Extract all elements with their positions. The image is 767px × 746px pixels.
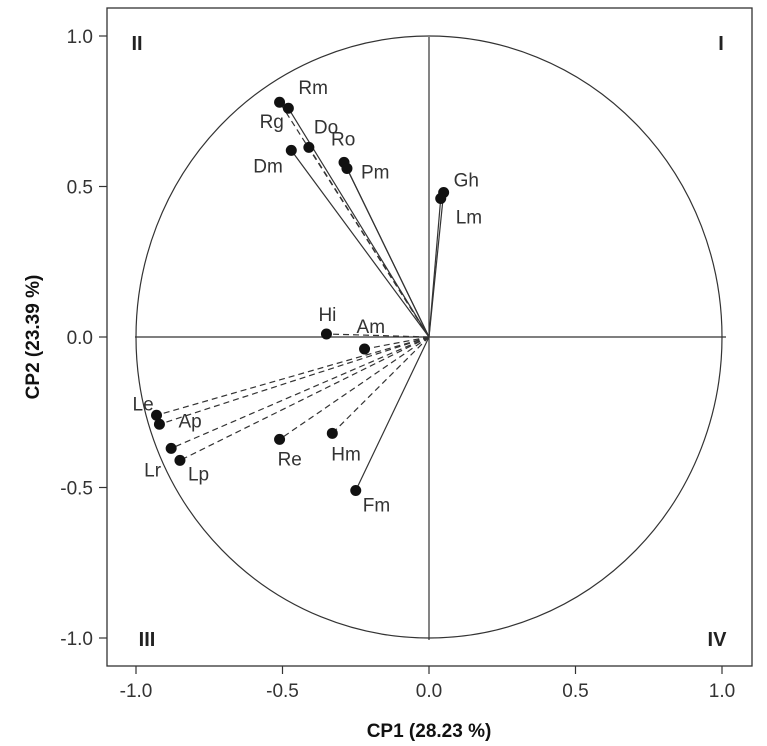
vector-line-pm [346,168,430,338]
point-label-do: Do [314,117,338,138]
point-rm [282,102,294,114]
point-lm [435,193,447,205]
quadrant-label-i: I [718,33,724,55]
point-label-rg: Rg [260,112,284,133]
point-label-pm: Pm [361,162,390,183]
vector-line-lm [428,198,442,338]
x-axis-title: CP1 (28.23 %) [367,721,492,742]
y-tick-label: 1.0 [67,27,93,48]
vector-line-dm [290,150,430,338]
point-label-ap: Ap [178,411,201,432]
point-rg [274,96,286,108]
vector-line-do [308,147,430,338]
x-tick-label: 1.0 [709,681,735,702]
point-label-lm: Lm [456,208,482,229]
point-label-lp: Lp [188,464,209,485]
y-tick-label: 0.5 [67,178,93,199]
point-le [151,409,163,421]
vector-line-re [279,336,430,440]
x-tick-label: -0.5 [266,681,299,702]
point-label-hm: Hm [331,444,361,465]
point-label-le: Le [133,394,154,415]
quadrant-label-ii: II [131,33,142,55]
vector-line-fm [355,336,430,491]
point-label-dm: Dm [253,156,283,177]
vector-line-ap [159,336,430,425]
vector-line-hi [326,333,430,338]
point-do [303,141,315,153]
vector-line-le [156,336,430,416]
vector-line-lp [179,336,430,461]
point-label-gh: Gh [454,171,479,192]
point-label-am: Am [357,317,386,338]
point-lp [174,454,186,466]
point-label-ro: Ro [331,129,355,150]
point-dm [285,144,297,156]
y-axis-title: CP2 (23.39 %) [23,275,44,400]
y-tick-label: 0.0 [67,328,93,349]
quadrant-label-iii: III [139,629,156,651]
point-re [274,433,286,445]
quadrant-label-iv: IV [708,629,728,651]
vector-line-am [364,336,430,350]
point-pm [341,162,353,174]
x-tick-label: -1.0 [120,681,153,702]
point-label-re: Re [278,449,302,470]
point-label-lr: Lr [144,460,162,481]
x-tick-label: 0.0 [416,681,442,702]
point-ap [153,418,165,430]
y-tick-label: -0.5 [60,479,93,500]
point-hi [320,328,332,340]
x-tick-label: 0.5 [562,681,588,702]
point-label-hi: Hi [318,305,336,326]
point-lr [165,442,177,454]
y-tick-label: -1.0 [60,629,93,650]
point-label-rm: Rm [298,78,328,99]
vector-line-hm [331,336,430,434]
point-fm [350,485,362,497]
point-am [359,343,371,355]
point-hm [326,427,338,439]
vector-line-lr [170,336,430,449]
vector-line-rg [279,101,430,338]
point-label-fm: Fm [363,496,390,517]
